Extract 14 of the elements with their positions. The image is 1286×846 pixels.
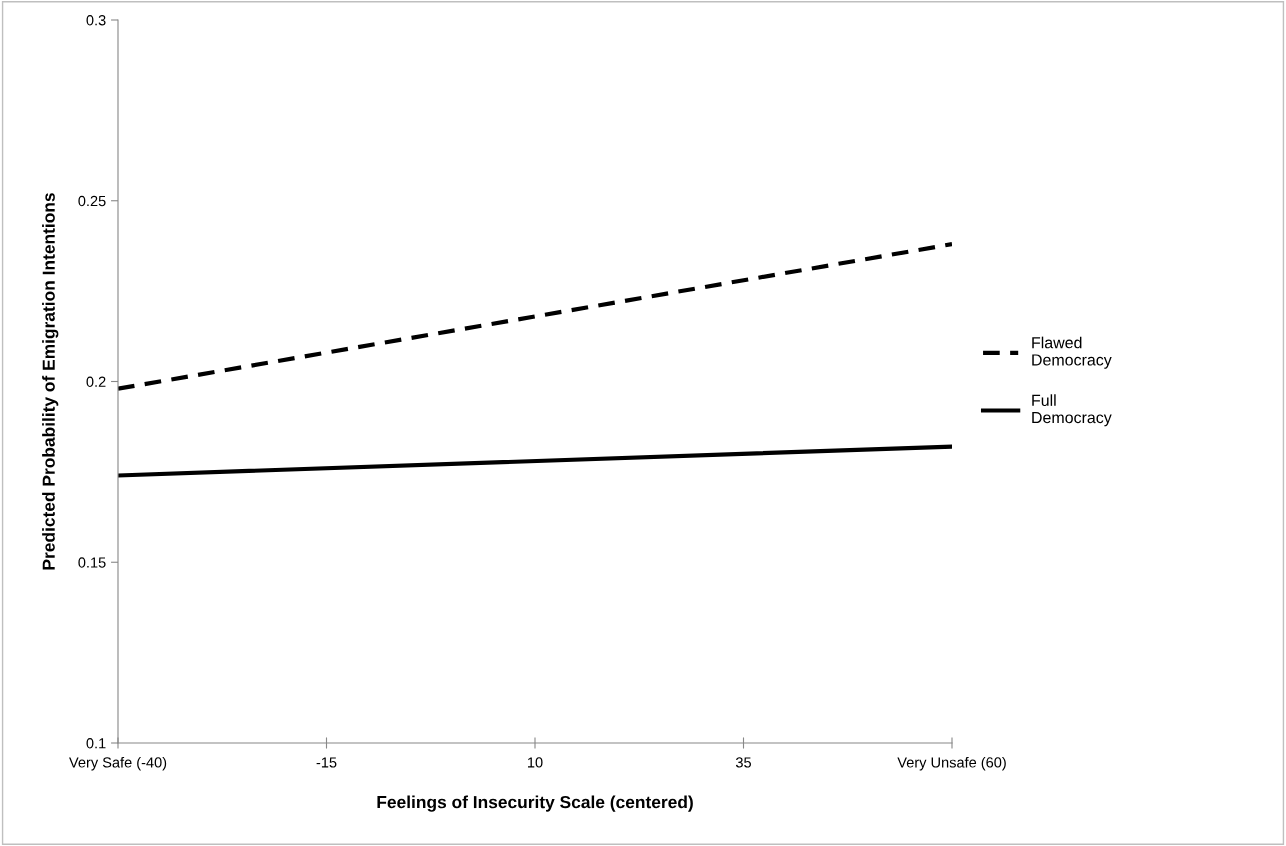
y-tick-label: 0.15 <box>78 557 106 568</box>
x-tick-label: -15 <box>316 757 337 768</box>
legend-label: Flawed Democracy <box>1032 336 1112 369</box>
legend-label: Full Democracy <box>1032 394 1112 427</box>
y-axis-title: Predicted Probability of Emigration Intentions <box>42 193 59 570</box>
x-tick-label: Very Safe (-40) <box>69 756 167 771</box>
x-tick-label: 35 <box>735 757 751 768</box>
y-tick-label: 0.25 <box>78 195 106 207</box>
y-tick-label: 0.1 <box>86 738 106 749</box>
y-tick-label: 0.2 <box>86 376 106 387</box>
x-tick-label: Very Unsafe (60) <box>897 756 1006 771</box>
y-tick-label: 0.3 <box>86 15 106 26</box>
x-tick-label: 10 <box>528 757 543 768</box>
x-axis-title: Feelings of Insecurity Scale (centered) <box>377 795 693 812</box>
